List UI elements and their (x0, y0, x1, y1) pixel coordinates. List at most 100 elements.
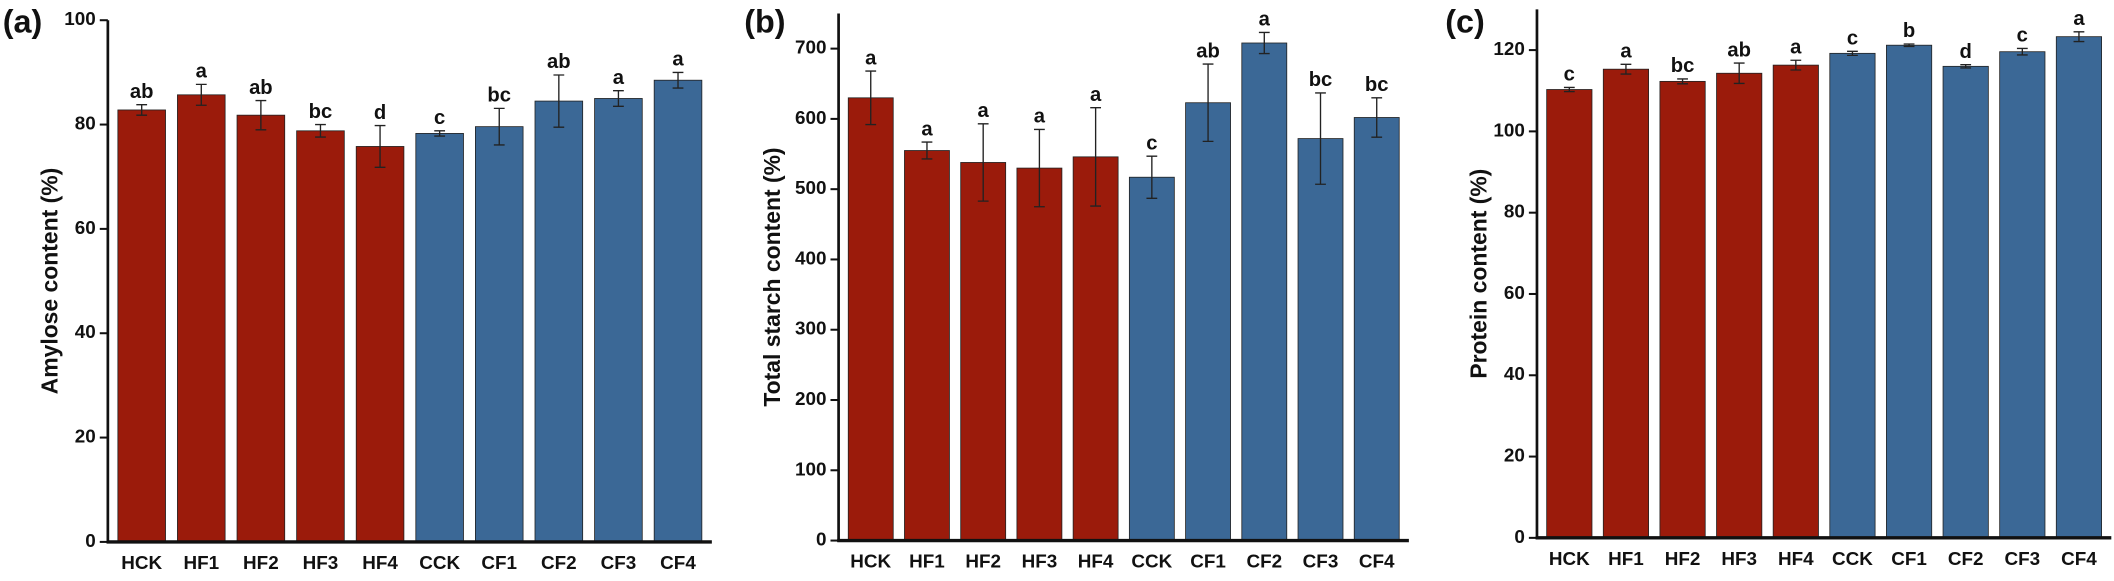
x-tick-label: HF2 (243, 552, 279, 573)
x-tick-label: CF2 (1948, 548, 1984, 569)
error-bar (374, 124, 386, 169)
error-bar (1315, 92, 1326, 185)
error-bar (553, 74, 565, 128)
bar (653, 79, 703, 543)
bar (1297, 138, 1344, 541)
significance-letter: c (1146, 132, 1157, 154)
y-tick-label: 100 (1493, 119, 1524, 140)
significance-letter: a (978, 100, 990, 122)
significance-letter: ab (1196, 40, 1220, 62)
x-tick-label: HF2 (965, 551, 1001, 572)
bar (177, 94, 226, 543)
bar (236, 114, 286, 543)
significance-letter: a (1034, 106, 1046, 128)
panel-label: (b) (744, 3, 785, 39)
y-tick-label: 600 (795, 107, 826, 128)
error-bar (1202, 63, 1214, 143)
bar (1072, 156, 1119, 541)
x-tick-label: HF1 (909, 551, 945, 572)
x-tick-label: CF3 (601, 552, 637, 573)
error-bar (1790, 59, 1802, 71)
significance-letter: c (2017, 25, 2028, 47)
y-tick-label: 400 (795, 247, 826, 268)
bar (475, 126, 524, 543)
significance-letter: b (1903, 20, 1915, 42)
x-tick-label: CF4 (1359, 551, 1395, 572)
bar (534, 100, 584, 543)
error-bar (255, 99, 267, 131)
error-bar (1034, 128, 1045, 208)
y-tick-label: 500 (795, 177, 826, 198)
error-bar (1258, 31, 1270, 55)
y-tick-label: 100 (795, 458, 826, 479)
bar (1942, 65, 1989, 539)
significance-letter: ab (130, 81, 154, 103)
error-bar (195, 83, 207, 106)
y-tick-label: 20 (75, 426, 96, 447)
significance-letter: bc (1365, 74, 1389, 96)
error-bar (1620, 63, 1632, 75)
bar (1353, 117, 1400, 541)
x-tick-label: CCK (1832, 548, 1873, 569)
x-tick-label: HF3 (303, 552, 339, 573)
error-bar (136, 104, 148, 116)
bar (415, 133, 464, 543)
significance-letter: a (921, 118, 933, 140)
panel-label: (c) (1445, 3, 1485, 39)
significance-letter: c (434, 107, 445, 129)
x-tick-label: HF4 (362, 552, 398, 573)
x-tick-label: CCK (419, 552, 460, 573)
error-bar (1677, 78, 1688, 85)
error-bar (977, 123, 989, 202)
y-tick-label: 60 (75, 217, 96, 238)
significance-letter: ab (1727, 39, 1751, 61)
y-tick-label: 100 (64, 8, 95, 29)
error-bar (315, 123, 326, 138)
bar (1999, 51, 2046, 539)
error-bar (2016, 47, 2028, 56)
significance-letter: ab (249, 77, 273, 99)
x-tick-label: CF2 (1246, 551, 1282, 572)
significance-letter: a (1090, 84, 1102, 106)
error-bar (1847, 50, 1858, 57)
y-tick-label: 0 (816, 529, 827, 550)
x-tick-label: HCK (121, 552, 162, 573)
x-tick-label: HF4 (1078, 551, 1114, 572)
error-bar (493, 107, 505, 146)
y-tick-label: 40 (1504, 363, 1525, 384)
error-bar (921, 141, 933, 160)
bar (117, 109, 166, 543)
error-bar (613, 89, 624, 107)
y-tick-label: 60 (1504, 282, 1525, 303)
error-bar (865, 70, 877, 126)
bar (1602, 68, 1650, 539)
bar (1185, 102, 1231, 541)
x-tick-label: HF1 (1608, 548, 1644, 569)
significance-letter: c (1847, 28, 1858, 50)
significance-letter: a (1790, 37, 1802, 59)
significance-letter: a (1259, 9, 1271, 31)
bar (847, 97, 894, 541)
bar (1546, 89, 1593, 539)
bar (1659, 80, 1706, 539)
bar (960, 162, 1007, 541)
error-bar (1146, 155, 1158, 199)
y-tick-label: 200 (795, 388, 826, 409)
error-bar (1960, 64, 1972, 69)
x-tick-label: HCK (850, 551, 891, 572)
y-tick-label: 0 (85, 530, 96, 551)
y-tick-label: 700 (795, 37, 826, 58)
significance-letter: a (1620, 41, 1632, 63)
bar (355, 146, 405, 543)
x-tick-label: CF3 (1303, 551, 1339, 572)
significance-letter: bc (487, 85, 511, 107)
y-tick-label: 40 (75, 321, 96, 342)
x-tick-label: CF3 (2004, 548, 2040, 569)
x-tick-label: CF1 (1891, 548, 1927, 569)
bar (1016, 167, 1063, 541)
x-tick-label: CF4 (2061, 548, 2097, 569)
x-tick-label: HF4 (1778, 548, 1814, 569)
x-tick-label: CF2 (541, 552, 577, 573)
y-axis-label: Protein content (%) (1465, 169, 1491, 379)
significance-letter: a (672, 49, 684, 71)
